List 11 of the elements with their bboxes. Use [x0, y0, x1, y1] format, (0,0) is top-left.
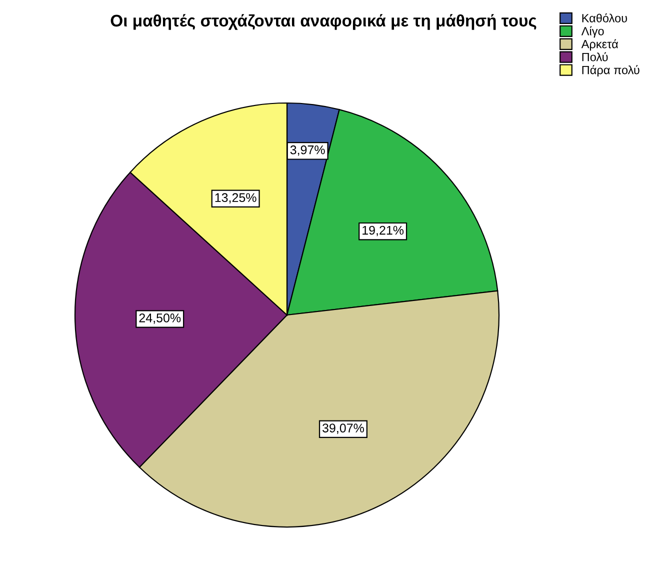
data-label: 3,97%: [290, 145, 325, 156]
data-label: 24,50%: [139, 314, 181, 324]
data-label: 13,25%: [215, 193, 256, 204]
legend-label: Αρκετά: [581, 39, 618, 51]
chart-title: Οι μαθητές στοχάζονται αναφορικά με τη μάθησή τους: [110, 14, 536, 30]
legend-label: Καθόλου: [582, 13, 627, 22]
data-label: 39,07%: [322, 424, 364, 434]
legend-label: Λίγο: [581, 26, 604, 38]
legend-label: Πάρα πολύ: [582, 65, 640, 77]
data-label: 19,21%: [362, 226, 404, 236]
legend-label: Πολύ: [582, 52, 608, 62]
